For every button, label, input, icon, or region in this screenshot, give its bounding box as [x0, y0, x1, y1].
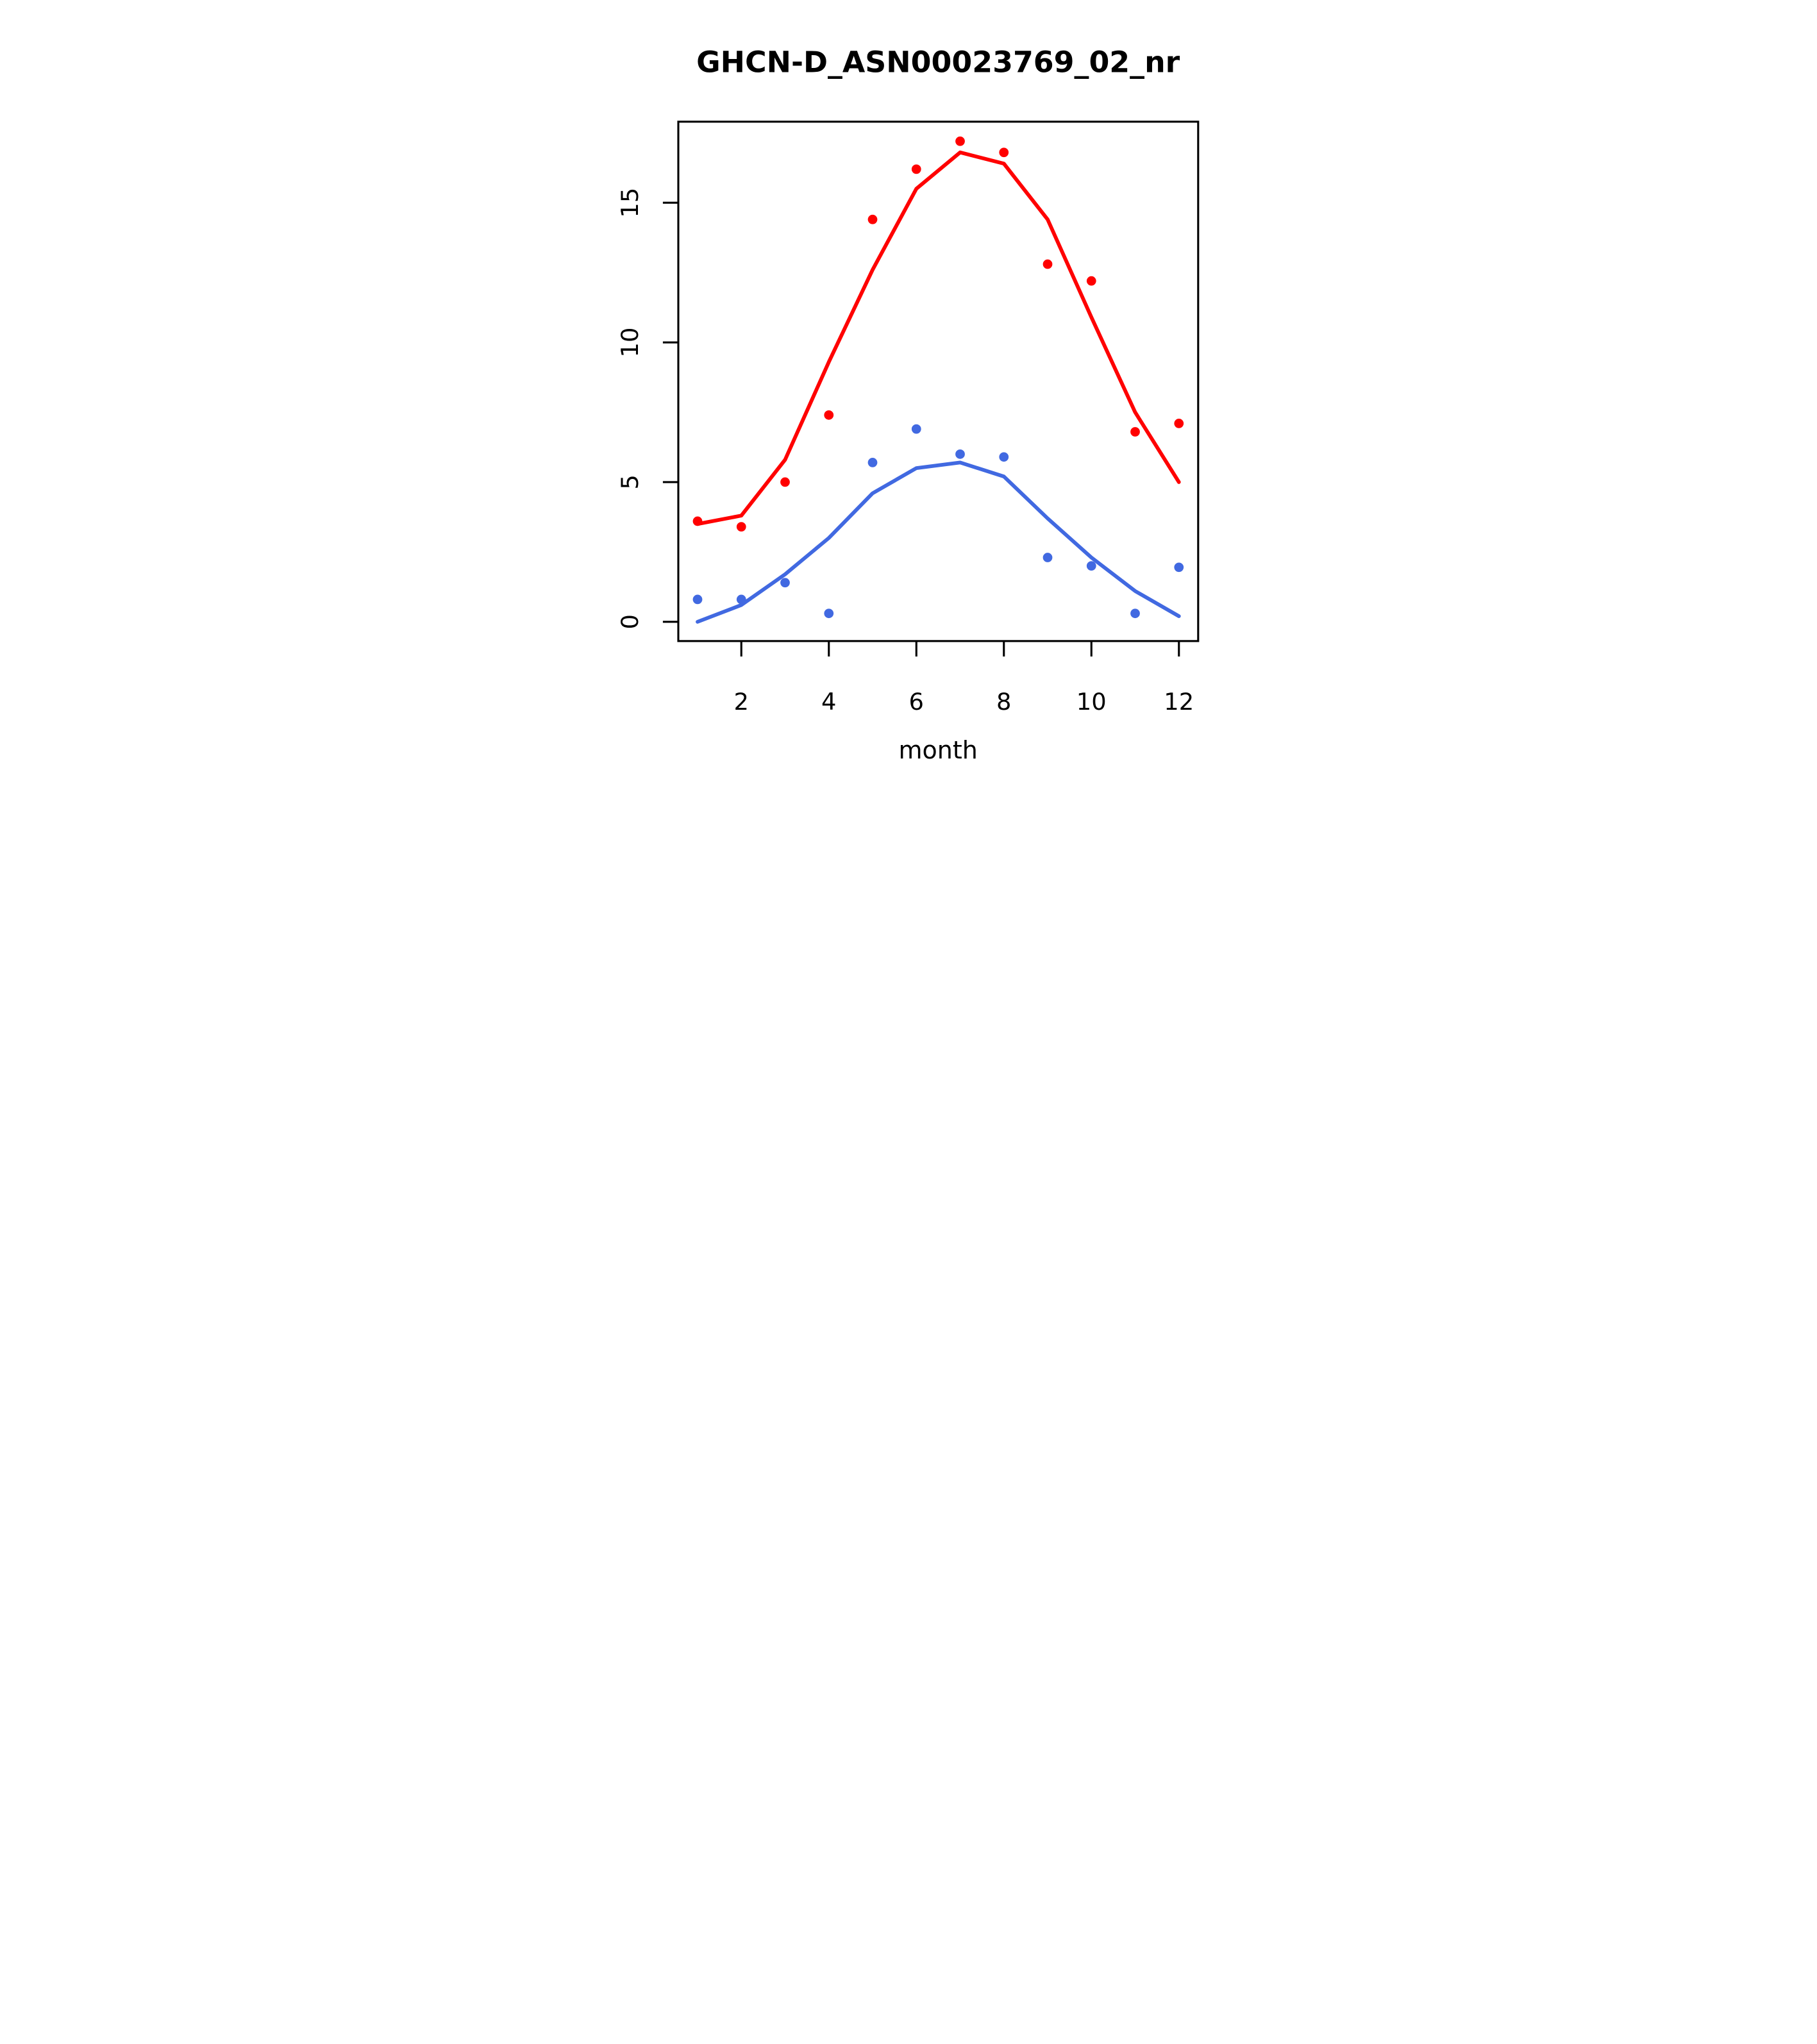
blue-points-marker	[1042, 553, 1053, 562]
scatter-plot-canvas: GHCN-D_ASN00023769_02_nr 2 4 6 8 10 12 0 5 10 15…	[556, 0, 1261, 794]
red-points	[692, 136, 1184, 532]
blue-points-marker	[1130, 608, 1140, 619]
blue-points	[692, 424, 1184, 619]
x-tick-label: 12	[1164, 688, 1194, 716]
red-points-marker	[1174, 419, 1184, 428]
red-points-marker	[955, 136, 965, 146]
figure: GHCN-D_ASN00023769_02_nr 2 4 6 8 10 12 0 5 10 15…	[556, 0, 1261, 794]
x-axis-title: month	[898, 736, 977, 764]
red-points-marker	[867, 214, 878, 224]
y-tick-label: 0	[616, 614, 644, 629]
y-tick-label: 10	[616, 328, 644, 358]
red-points-marker	[1086, 276, 1096, 286]
red-points-marker	[911, 164, 921, 174]
red-points-marker	[780, 477, 790, 487]
red-points-marker	[1130, 427, 1140, 437]
x-tick-label: 10	[1076, 688, 1107, 716]
plot-box	[677, 121, 1200, 642]
x-tick-label: 6	[909, 688, 924, 716]
red-points-marker	[824, 410, 834, 420]
y-tick-label: 5	[616, 474, 644, 489]
red-points-marker	[1042, 259, 1053, 269]
blue-points-marker	[955, 449, 965, 459]
x-tick-label: 4	[821, 688, 836, 716]
chart-title: GHCN-D_ASN00023769_02_nr	[696, 45, 1180, 80]
red-fit-line	[696, 150, 1181, 526]
blue-fit-line	[696, 460, 1181, 624]
plot-area: 2 4 6 8 10 12 0 5 10 15	[616, 121, 1200, 716]
blue-points-marker	[911, 424, 921, 434]
blue-points-marker	[692, 594, 703, 605]
x-axis-ticks: 2 4 6 8 10 12	[734, 641, 1194, 716]
blue-points-marker	[780, 578, 790, 588]
blue-points-marker	[824, 608, 834, 619]
y-tick-label: 15	[616, 188, 644, 218]
red-points-marker	[999, 147, 1009, 158]
blue-points-marker	[1086, 561, 1096, 571]
series-layer	[692, 136, 1184, 624]
x-tick-label: 2	[734, 688, 749, 716]
x-tick-label: 8	[996, 688, 1011, 716]
blue-points-marker	[1174, 562, 1184, 573]
blue-points-marker	[867, 458, 878, 467]
blue-points-marker	[999, 452, 1009, 462]
y-axis-ticks: 0 5 10 15	[616, 188, 678, 630]
red-points-marker	[736, 522, 746, 532]
